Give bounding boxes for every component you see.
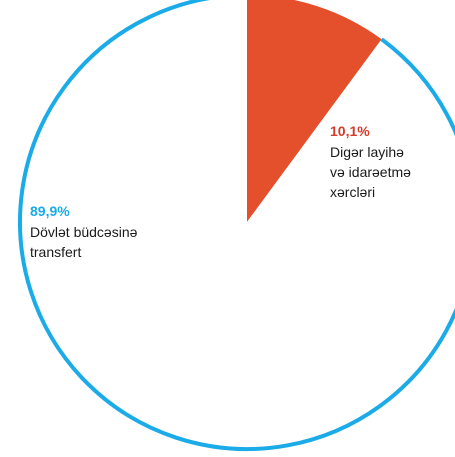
- category-label-state-budget-transfer-line-2: transfert: [30, 244, 81, 260]
- pie-slice-other-costs: [247, 0, 382, 222]
- slice-label-state-budget-transfer: 89,9% Dövlət büdcəsinə transfert: [30, 203, 138, 260]
- category-label-other-costs-line-2: və idarəetmə: [330, 164, 411, 180]
- pie-slice-state-budget-transfer-outline: [18, 0, 455, 451]
- pie-slice-state-budget-transfer: [20, 0, 455, 449]
- pct-label-state-budget-transfer: 89,9%: [30, 203, 70, 219]
- category-label-other-costs-line-1: Digər layihə: [330, 144, 404, 160]
- slice-label-other-costs: 10,1% Digər layihə və idarəetmə xərcləri: [330, 123, 411, 200]
- pct-label-other-costs: 10,1%: [330, 123, 370, 139]
- category-label-state-budget-transfer-line-1: Dövlət büdcəsinə: [30, 224, 138, 240]
- pie-slices: [18, 0, 455, 451]
- category-label-other-costs-line-3: xərcləri: [330, 184, 375, 200]
